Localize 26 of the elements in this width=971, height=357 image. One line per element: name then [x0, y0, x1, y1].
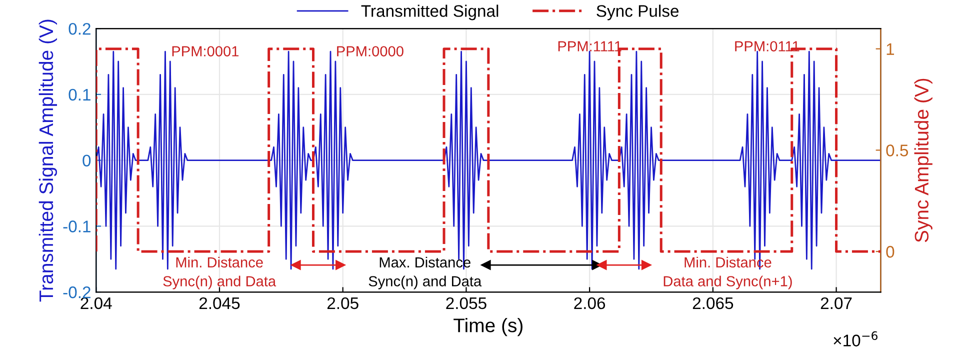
annotation: PPM:0000 — [337, 46, 404, 56]
x-tick-label: 2.06 — [574, 297, 606, 310]
annotation: PPM:0111 — [735, 41, 800, 52]
x-tick-label: 2.065 — [692, 297, 734, 310]
y2-axis-title: Sync Amplitude (V) — [914, 78, 932, 242]
y-axis-title: Transmitted Signal Amplitude (V) — [38, 20, 57, 302]
text: ×10$^{−6}$ — [834, 331, 878, 346]
x-tick-label: 2.055 — [446, 297, 486, 310]
y-tick-label: 0.2 — [68, 22, 90, 35]
y-tick-label: -0.1 — [63, 220, 90, 232]
y-tick-label: 0 — [82, 154, 91, 166]
annotation: Min. Distance Sync(n) and Data — [163, 256, 276, 290]
y-tick-label: -0.2 — [63, 286, 90, 298]
x-tick-label: 2.07 — [820, 297, 852, 310]
x-tick-label: 2.04 — [80, 297, 112, 310]
legend-label: Transmitted Signal — [361, 4, 498, 20]
annotation: PPM:0001 — [172, 46, 239, 56]
y2-tick-label: 0 — [886, 246, 894, 258]
x-tick-label: 2.05 — [327, 297, 358, 310]
y2-tick-label: 0.5 — [886, 144, 908, 156]
legend-label: Sync Pulse — [596, 4, 679, 20]
y-tick-label: 0.1 — [68, 88, 90, 101]
y2-tick-label: 1 — [886, 43, 894, 55]
x-axis-title: Time (s) — [454, 318, 522, 336]
annotation: PPM:1111 — [558, 41, 622, 52]
x-tick-label: 2.045 — [199, 297, 240, 310]
